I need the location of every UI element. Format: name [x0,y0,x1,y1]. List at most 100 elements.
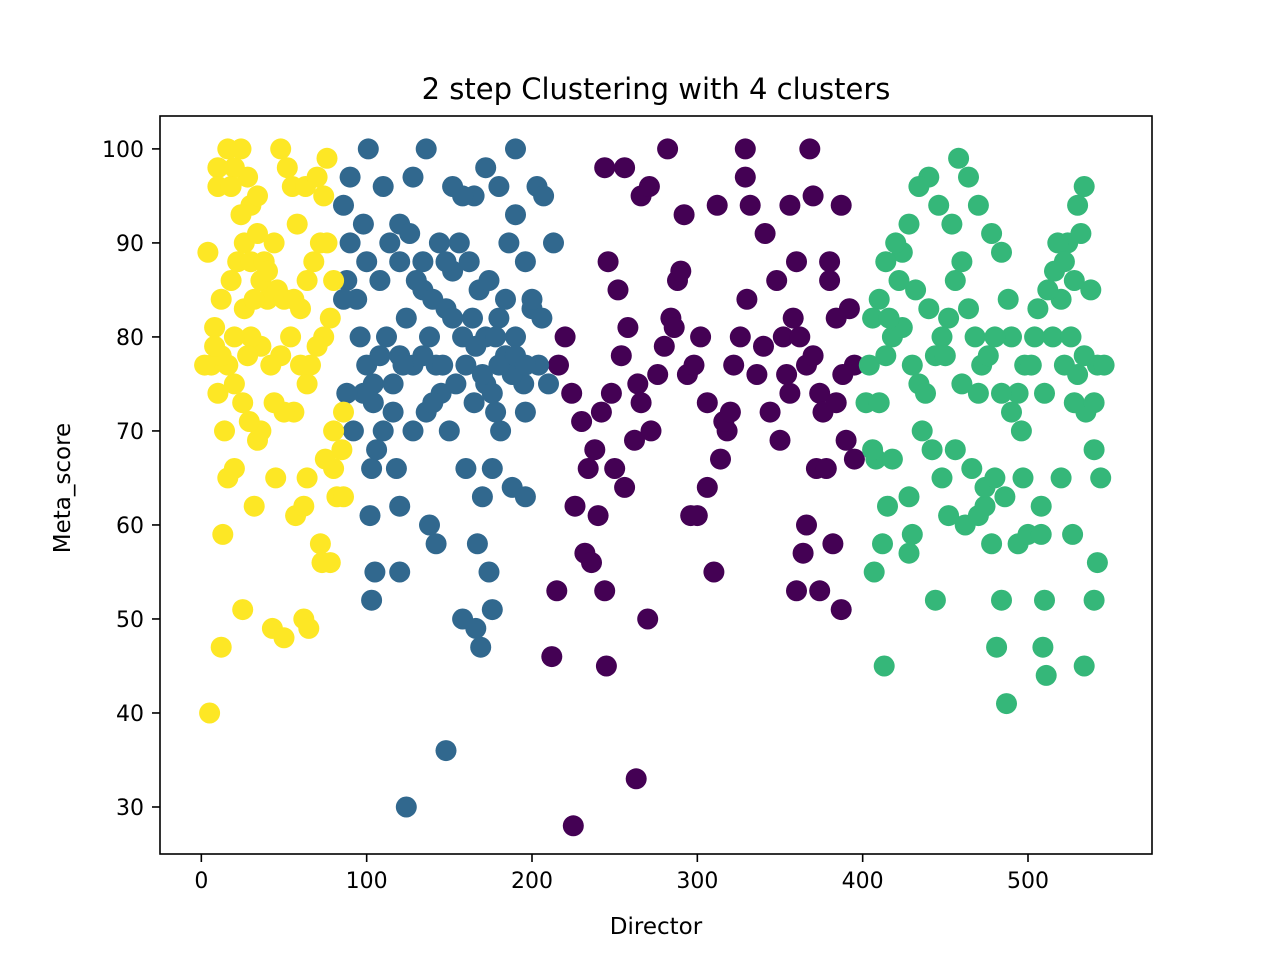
y-tick-label-30: 30 [116,796,144,821]
scatter-point-0-39 [779,382,801,404]
scatter-point-0-45 [815,458,837,479]
scatter-point-0-6 [594,580,616,602]
scatter-point-3-46 [223,157,245,179]
scatter-point-1-77 [538,373,559,395]
scatter-point-3-33 [223,373,245,395]
scatter-point-3-86 [306,166,328,188]
scatter-point-3-11 [265,467,287,489]
scatter-point-0-79 [736,288,758,310]
scatter-point-2-69 [862,439,884,461]
scatter-point-1-30 [485,401,507,423]
scatter-point-1-21 [366,439,388,461]
scatter-point-2-15 [991,589,1012,611]
scatter-point-1-32 [505,326,526,348]
scatter-point-0-73 [683,354,705,376]
scatter-point-3-89 [247,223,268,244]
scatter-point-1-63 [419,326,440,348]
scatter-point-3-19 [333,486,354,508]
scatter-point-2-29 [1083,589,1105,611]
scatter-point-0-40 [786,580,807,602]
scatter-point-1-71 [488,307,510,329]
scatter-point-2-32 [1083,439,1105,461]
scatter-point-3-22 [331,439,353,461]
scatter-point-2-36 [1042,326,1064,348]
scatter-point-0-43 [809,580,831,602]
scatter-point-0-50 [819,251,841,273]
scatter-point-0-66 [630,392,652,414]
scatter-point-0-77 [719,401,741,423]
y-tick-label-100: 100 [102,138,144,163]
scatter-point-3-4 [273,627,295,649]
scatter-point-2-31 [1090,467,1112,489]
scatter-point-0-41 [796,514,817,536]
scatter-point-1-41 [442,176,464,197]
scatter-point-0-70 [663,317,685,338]
scatter-point-2-27 [1062,523,1084,545]
scatter-point-3-82 [276,157,298,179]
scatter-point-2-21 [1030,523,1052,545]
scatter-point-2-16 [986,636,1008,658]
x-tick-label-400: 400 [842,869,884,894]
scatter-point-3-48 [230,138,252,160]
scatter-point-2-74 [901,354,923,376]
scatter-point-1-109 [435,251,457,273]
scatter-point-3-21 [314,448,336,470]
scatter-point-2-70 [868,392,890,414]
scatter-point-1-47 [357,138,379,160]
scatter-point-1-100 [333,288,354,310]
scatter-point-2-71 [875,345,897,367]
scatter-point-2-17 [996,693,1017,715]
scatter-point-1-38 [475,157,497,179]
scatter-point-1-1 [435,740,457,762]
scatter-point-1-81 [514,401,536,423]
scatter-point-2-44 [1093,354,1115,376]
scatter-point-1-83 [488,354,510,376]
scatter-point-1-76 [531,307,553,329]
scatter-point-2-53 [981,223,1003,244]
scatter-point-1-7 [470,636,492,658]
scatter-point-1-11 [471,486,493,508]
scatter-point-2-26 [1050,467,1072,489]
scatter-point-0-48 [835,429,857,451]
scatter-point-0-1 [625,768,647,790]
scatter-point-3-64 [323,270,345,291]
scatter-point-2-81 [951,251,973,273]
scatter-point-1-84 [481,382,503,404]
scatter-point-1-114 [485,326,507,348]
scatter-point-0-89 [809,382,831,404]
scatter-point-0-10 [587,505,609,527]
scatter-point-0-16 [597,251,619,273]
scatter-point-2-86 [984,326,1006,348]
scatter-point-3-10 [243,495,265,517]
scatter-point-1-108 [422,288,444,310]
points-layer [194,138,1115,837]
scatter-point-0-7 [564,495,586,517]
scatter-point-3-39 [210,288,232,310]
scatter-point-2-18 [1012,467,1034,489]
scatter-point-3-31 [238,411,260,432]
x-tick-label-0: 0 [194,869,208,894]
scatter-point-3-13 [293,495,315,517]
scatter-point-0-12 [624,429,645,451]
x-axis-label: Director [610,914,703,940]
x-tick-label-200: 200 [511,869,553,894]
scatter-point-1-87 [455,354,477,376]
scatter-point-1-89 [432,354,454,376]
scatter-point-3-81 [270,138,292,160]
scatter-point-2-22 [1034,589,1055,611]
scatter-point-0-56 [548,354,569,376]
scatter-point-1-74 [514,251,536,273]
scatter-point-2-67 [858,354,880,376]
scatter-point-0-0 [562,815,584,837]
scatter-point-0-71 [670,260,692,282]
scatter-point-3-17 [319,552,341,574]
scatter-point-0-82 [759,401,781,423]
scatter-point-0-83 [769,429,791,451]
scatter-point-1-105 [389,251,411,273]
scatter-point-2-110 [905,279,927,301]
scatter-point-2-55 [958,166,979,188]
scatter-point-0-81 [753,335,774,357]
scatter-point-2-108 [878,307,900,329]
scatter-point-0-75 [696,392,718,414]
